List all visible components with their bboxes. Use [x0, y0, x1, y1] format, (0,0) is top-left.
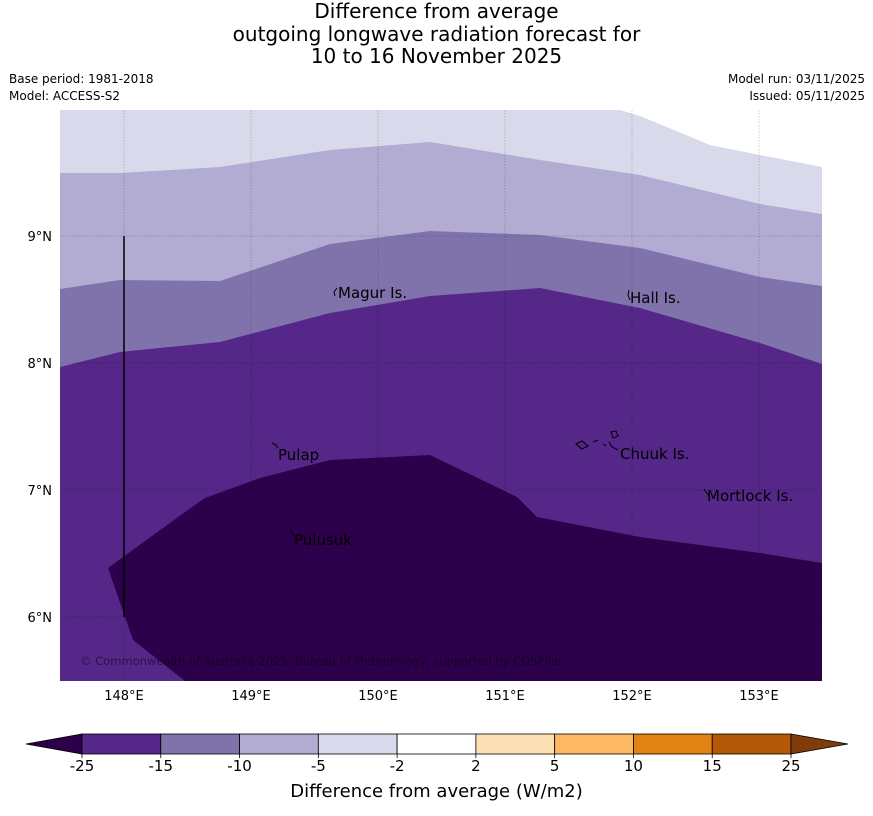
colorbar-tick-label: -25: [70, 757, 95, 775]
label-pulap: Pulap: [278, 446, 319, 464]
band-minus5-to-minus2: [60, 110, 822, 214]
longitude-labels: 148°E 149°E 150°E 151°E 152°E 153°E: [104, 689, 779, 704]
islands: [271, 287, 710, 538]
island-chuuk: [575, 430, 619, 451]
lon-label-148e: 148°E: [104, 689, 144, 704]
colorbar-tick-label: 2: [471, 757, 481, 775]
lat-label-8n: 8°N: [28, 357, 53, 372]
colorbar-tick-label: -5: [311, 757, 326, 775]
colorbar-extend-min: [25, 733, 83, 755]
colorbar-extend-max: [790, 733, 849, 755]
colorbar-tick-label: -10: [227, 757, 252, 775]
lon-label-153e: 153°E: [739, 689, 779, 704]
place-labels: Magur Is. Hall Is. Pulap Chuuk Is. Mortl…: [278, 284, 793, 549]
island-mortlock: [703, 488, 710, 497]
lon-label-150e: 150°E: [358, 689, 398, 704]
title-line-1: Difference from average: [314, 0, 559, 23]
lat-label-9n: 9°N: [28, 230, 53, 245]
meta-left: Base period: 1981-2018 Model: ACCESS-S2: [9, 71, 154, 105]
colorbar-segment: [81, 733, 162, 755]
colorbar-segment: [633, 733, 713, 755]
copyright-text: © Commonwealth of Australia 2025, Bureau…: [80, 654, 564, 668]
latitude-labels: 9°N 8°N 7°N 6°N: [28, 230, 53, 626]
base-period: Base period: 1981-2018: [9, 72, 154, 86]
colorbar: -25 -15 -10 -5 -2 2 5 10 15 25: [25, 733, 849, 775]
lon-label-151e: 151°E: [485, 689, 525, 704]
colorbar-segment: [396, 733, 477, 755]
colorbar-segment: [160, 733, 240, 755]
lat-label-7n: 7°N: [28, 484, 53, 499]
colorbar-tick-label: 5: [550, 757, 560, 775]
colorbar-tick-label: 15: [703, 757, 722, 775]
label-pulusuk: Pulusuk: [294, 531, 352, 549]
meta-right: Model run: 03/11/2025 Issued: 05/11/2025: [728, 71, 865, 105]
colorbar-segment: [711, 733, 792, 755]
title-line-3: 10 to 16 November 2025: [310, 44, 563, 68]
colorbar-segment: [475, 733, 556, 755]
issued-date: Issued: 05/11/2025: [749, 89, 865, 103]
colorbar-title: Difference from average (W/m2): [290, 781, 583, 802]
map-title: Difference from average outgoing longwav…: [0, 0, 873, 68]
island-pulusuk: [289, 528, 295, 538]
label-chuuk: Chuuk Is.: [620, 445, 689, 463]
title-line-2: outgoing longwave radiation forecast for: [232, 21, 641, 46]
colorbar-segment: [554, 733, 634, 755]
model-name: Model: ACCESS-S2: [9, 89, 121, 103]
colorbar-tick-label: 10: [624, 757, 643, 775]
label-mortlock: Mortlock Is.: [707, 487, 793, 505]
label-hall: Hall Is.: [630, 289, 681, 307]
colorbar-tick-label: 25: [781, 757, 800, 775]
island-pulap: [271, 442, 279, 449]
lat-label-6n: 6°N: [28, 611, 53, 626]
colorbar-segment: [317, 733, 398, 755]
band-near-average: [620, 110, 822, 167]
map-frame: Magur Is. Hall Is. Pulap Chuuk Is. Mortl…: [60, 110, 822, 681]
lon-label-152e: 152°E: [612, 689, 652, 704]
label-magur: Magur Is.: [338, 284, 407, 302]
island-hall: [627, 289, 631, 301]
colorbar-tick-label: -2: [390, 757, 405, 775]
colorbar-tick-label: -15: [149, 757, 174, 775]
model-run: Model run: 03/11/2025: [727, 72, 865, 86]
lon-label-149e: 149°E: [231, 689, 271, 704]
island-magur: [333, 287, 338, 297]
colorbar-segment: [239, 733, 319, 755]
